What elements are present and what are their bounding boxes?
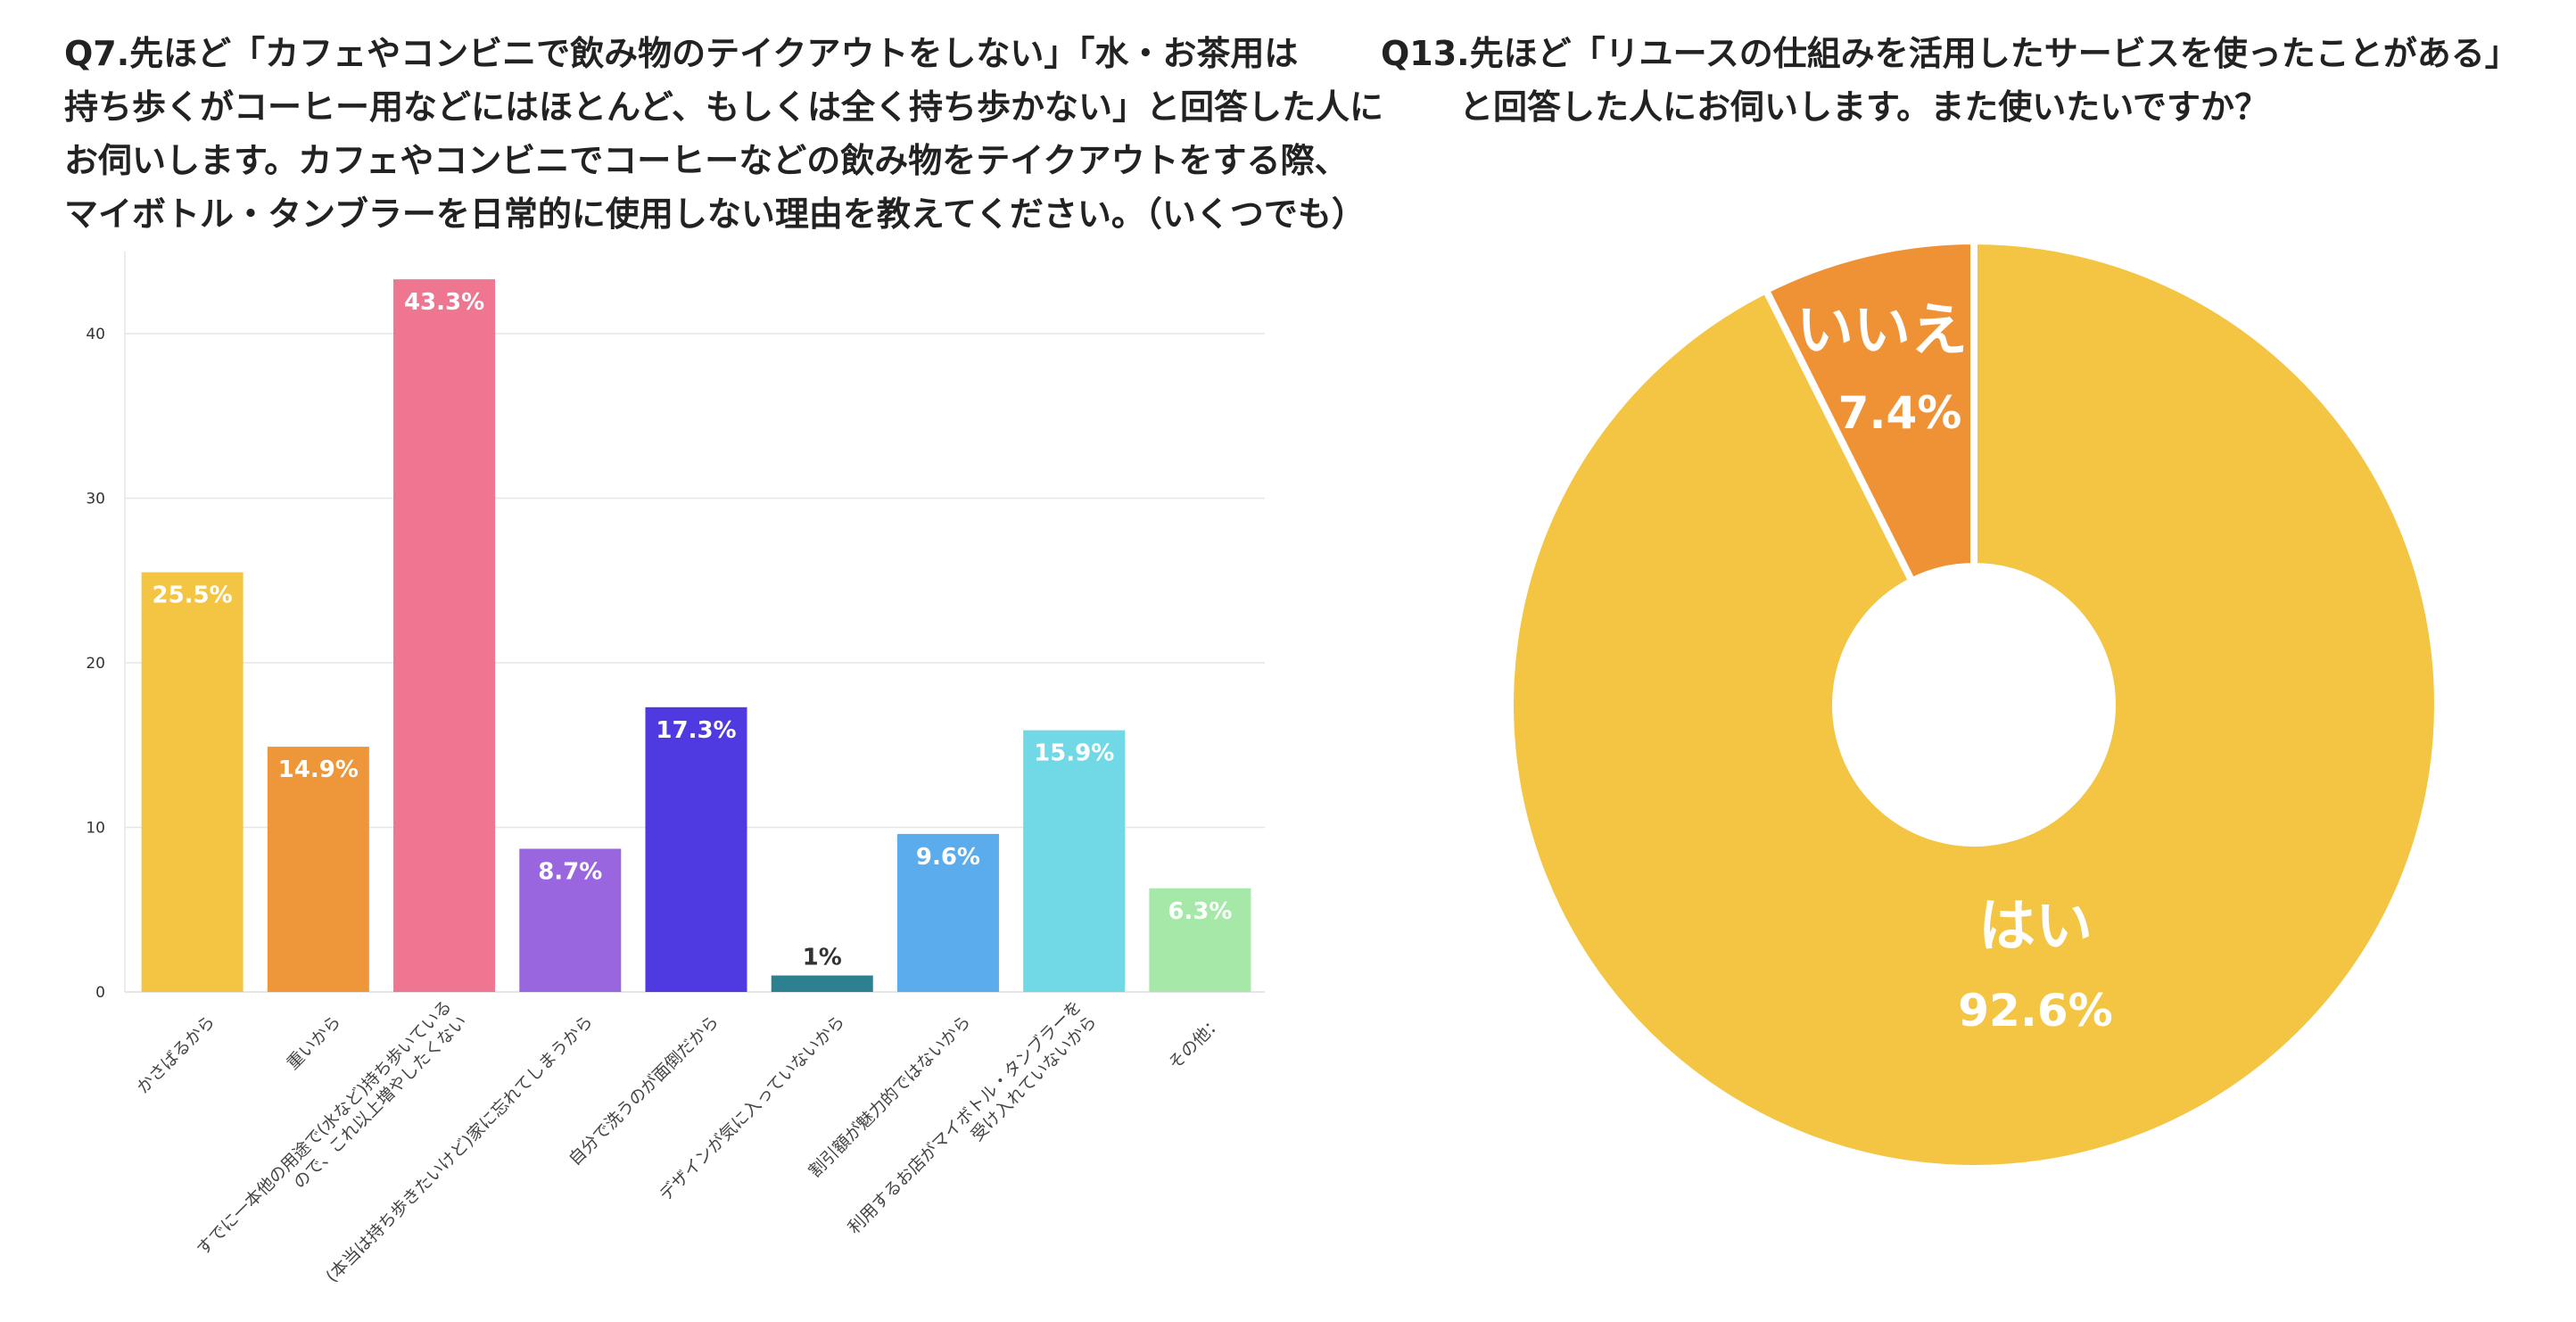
y-tick-label: 0 <box>95 984 105 1002</box>
q7-title-line-1: Q7.先ほど「カフェやコンビニで飲み物のテイクアウトをしない」「水・お茶用は <box>64 34 1299 73</box>
q7-title-line-3: お伺いします。カフェやコンビニでコーヒーなどの飲み物をテイクアウトをする際、 <box>64 141 1349 180</box>
donut-slice <box>1507 236 2441 1172</box>
q13-title-line-2: と回答した人にお伺いします。また使いたいですか？ <box>1459 87 2269 127</box>
y-tick-label: 20 <box>86 655 105 673</box>
bar-value-label: 15.9% <box>1034 740 1114 767</box>
q7-bar-chart: 01020304025.5%かさばるから14.9%重いから43.3%すでに一本他… <box>86 251 1265 1286</box>
y-tick-label: 10 <box>86 820 105 838</box>
donut-slice-label: いいえ <box>1796 298 1968 364</box>
bar-value-label: 43.3% <box>404 289 484 316</box>
bar-value-label: 1% <box>803 945 842 971</box>
q7-question-title: Q7.先ほど「カフェやコンビニで飲み物のテイクアウトをしない」「水・お茶用は 持… <box>64 27 1383 241</box>
bar <box>771 975 873 992</box>
q7-title-line-2: 持ち歩くがコーヒー用などにはほとんど、もしくは全く持ち歩かない」と回答した人に <box>64 87 1383 127</box>
bar-value-label: 9.6% <box>916 844 980 871</box>
q13-title-line-1: Q13.先ほど「リユースの仕組みを活用したサービスを使ったことがある」 <box>1381 34 2519 73</box>
donut-slice-label: はい <box>1978 894 2093 960</box>
bar <box>519 848 622 992</box>
y-tick-label: 40 <box>86 326 105 343</box>
bar <box>1023 730 1126 992</box>
donut-slice <box>1761 236 1977 586</box>
donut-slice-value: 7.4% <box>1838 387 1962 439</box>
bar-value-label: 17.3% <box>656 717 736 744</box>
q13-question-title: Q13.先ほど「リユースの仕組みを活用したサービスを使ったことがある」 と回答し… <box>1381 27 2540 134</box>
bar <box>141 572 244 992</box>
y-tick-label: 30 <box>86 491 105 508</box>
bar-value-label: 6.3% <box>1168 898 1232 925</box>
bar-value-label: 25.5% <box>153 583 233 609</box>
q7-title-line-4: マイボトル・タンブラーを日常的に使用しない理由を教えてください。（いくつでも） <box>64 194 1366 234</box>
donut-slice-value: 92.6% <box>1958 985 2112 1037</box>
bar-value-label: 8.7% <box>538 858 602 885</box>
bar <box>1149 888 1251 992</box>
bar <box>645 706 747 992</box>
bar <box>393 279 496 992</box>
bar <box>267 747 369 992</box>
bar <box>896 833 999 992</box>
bar-value-label: 14.9% <box>278 756 359 783</box>
